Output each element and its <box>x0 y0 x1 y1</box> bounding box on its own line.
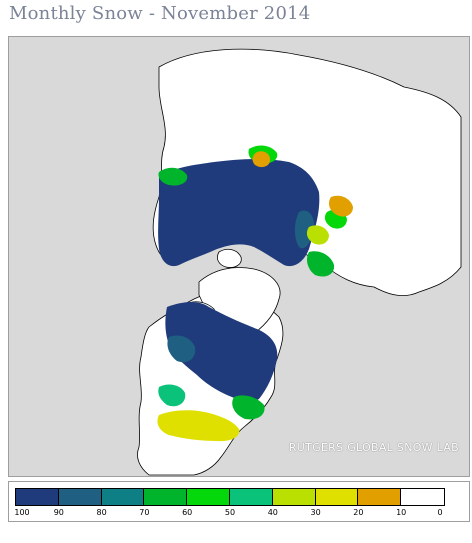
snow-class-50-40 <box>158 384 186 407</box>
snow-map-canvas <box>9 37 469 476</box>
snow-class-100-90 <box>165 302 278 402</box>
legend-tick-label: 60 <box>182 508 193 517</box>
snow-class-20-10 <box>252 151 271 168</box>
legend-tick-label: 40 <box>267 508 278 517</box>
snow-class-40-30 <box>306 225 329 245</box>
legend-tick-label: 30 <box>310 508 321 517</box>
legend-swatch-30-20 <box>315 489 359 505</box>
legend: 100 90 80 70 60 50 40 30 20 10 0 <box>8 481 470 522</box>
legend-swatch-100-90 <box>16 489 59 505</box>
legend-tick-label: 70 <box>139 508 150 517</box>
snow-cover <box>157 145 353 442</box>
legend-swatch-80-70 <box>101 489 145 505</box>
snow-class-70-60 <box>232 395 265 420</box>
legend-swatch-60-50 <box>187 489 230 505</box>
legend-swatch-20-10 <box>358 489 402 505</box>
page-title: Monthly Snow - November 2014 <box>9 3 311 24</box>
legend-tick-label: 10 <box>396 508 407 517</box>
snow-map: RUTGERS GLOBAL SNOW LAB <box>8 36 470 477</box>
legend-tick-label: 80 <box>96 508 107 517</box>
snow-class-90-80 <box>167 335 196 363</box>
legend-tick-label: 90 <box>53 508 64 517</box>
credit-text: RUTGERS GLOBAL SNOW LAB <box>288 441 459 454</box>
legend-tick-label: 0 <box>437 508 443 517</box>
svalbard-islands <box>217 248 242 268</box>
legend-swatch-50-40 <box>229 489 273 505</box>
legend-color-bar <box>15 488 445 506</box>
snow-class-100-90 <box>158 158 320 267</box>
legend-swatch-40-30 <box>272 489 316 505</box>
legend-swatch-70-60 <box>144 489 188 505</box>
snow-class-70-60 <box>158 167 188 186</box>
legend-tick-label: 20 <box>353 508 364 517</box>
snow-class-20-10 <box>329 195 353 217</box>
legend-swatch-90-80 <box>58 489 102 505</box>
snow-class-30-20 <box>157 410 240 442</box>
legend-tick-label: 50 <box>224 508 236 517</box>
legend-tick-label: 100 <box>14 508 30 517</box>
snow-class-70-60 <box>307 251 335 277</box>
legend-swatch-10-0 <box>401 489 444 505</box>
legend-tick-labels: 100 90 80 70 60 50 40 30 20 10 0 <box>9 508 471 520</box>
